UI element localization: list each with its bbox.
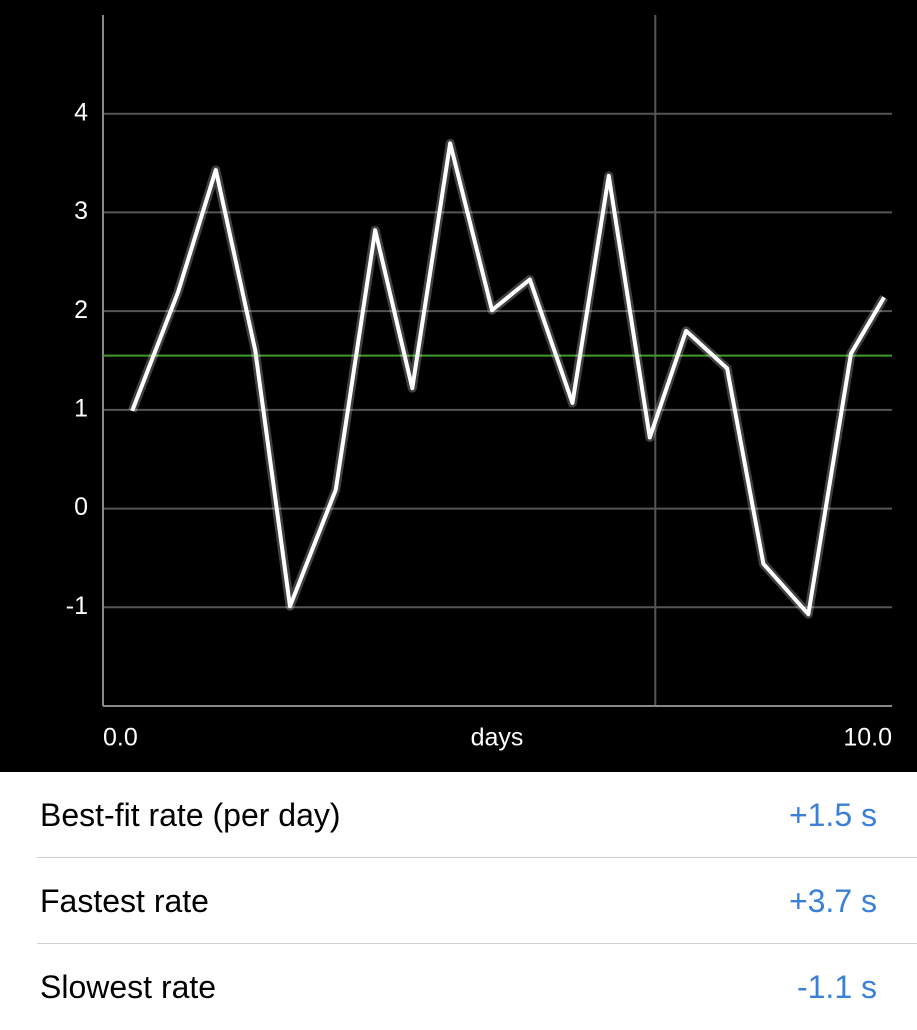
y-tick-label: 3 bbox=[74, 197, 88, 225]
x-tick-label: 10.0 bbox=[843, 724, 892, 752]
data-line bbox=[130, 141, 886, 617]
y-tick-label: 1 bbox=[74, 394, 88, 422]
y-tick-label: 2 bbox=[74, 296, 88, 324]
row-label: Best-fit rate (per day) bbox=[40, 797, 341, 833]
row-separator bbox=[37, 943, 917, 944]
row-label: Slowest rate bbox=[40, 969, 217, 1005]
table-row: Fastest rate +3.7 s bbox=[0, 859, 917, 944]
row-value: +1.5 s bbox=[788, 797, 877, 833]
y-tick-label: 4 bbox=[74, 98, 88, 126]
x-axis-label: days bbox=[471, 724, 524, 752]
x-tick-label: 0.0 bbox=[103, 724, 138, 752]
table-row: Best-fit rate (per day) +1.5 s bbox=[0, 773, 917, 858]
row-value: -1.1 s bbox=[796, 969, 877, 1005]
chart: days -1 0 1 2 3 4 0.0 10.0 bbox=[0, 0, 917, 772]
row-value: +3.7 s bbox=[788, 883, 877, 919]
table-row: Slowest rate -1.1 s bbox=[0, 945, 917, 1030]
y-tick-label: -1 bbox=[66, 592, 88, 620]
line-glow bbox=[127, 138, 888, 619]
row-separator bbox=[37, 857, 917, 858]
row-label: Fastest rate bbox=[40, 883, 209, 919]
y-tick-label: 0 bbox=[74, 493, 88, 521]
